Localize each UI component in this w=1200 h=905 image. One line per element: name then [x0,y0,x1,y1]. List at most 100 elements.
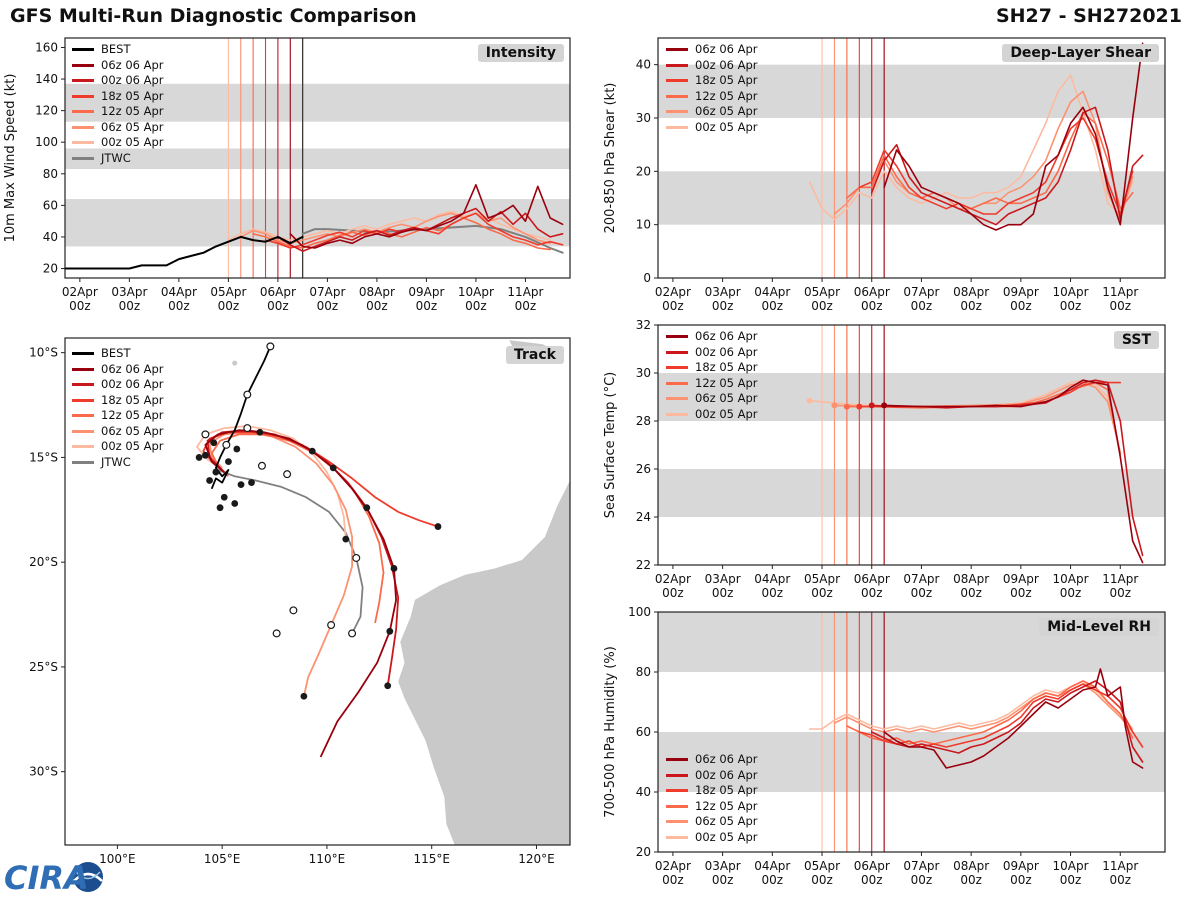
legend-swatch [666,63,688,67]
cira-logo: CIRA [2,855,122,905]
legend-label: 06z 06 Apr [695,42,758,56]
svg-text:30°S: 30°S [29,765,58,779]
svg-text:00z: 00z [762,586,784,600]
legend-label: 18z 05 Apr [101,88,164,103]
legend-item: 12z 05 Apr [666,799,758,815]
svg-text:11Apr: 11Apr [507,285,543,299]
legend-item: 00z 06 Apr [666,58,758,74]
legend-swatch [666,758,688,762]
legend-swatch [72,383,94,387]
svg-text:110°E: 110°E [309,852,346,866]
intensity-legend: BEST 06z 06 Apr 00z 06 Apr 18z 05 Apr 12z 05… [72,42,164,166]
svg-text:07Apr: 07Apr [903,285,939,299]
svg-text:10Apr: 10Apr [1053,285,1089,299]
legend-swatch [72,460,94,464]
legend-label: 12z 05 Apr [101,408,164,422]
svg-text:105°E: 105°E [204,852,241,866]
legend-swatch [72,445,94,449]
svg-text:10m Max Wind Speed (kt): 10m Max Wind Speed (kt) [3,74,18,243]
svg-text:09Apr: 09Apr [1003,285,1039,299]
svg-text:10Apr: 10Apr [458,285,494,299]
legend-item: 18z 05 Apr [72,89,164,105]
legend-swatch [666,773,688,777]
svg-text:10: 10 [636,218,651,232]
legend-label: JTWC [101,150,131,165]
svg-text:100: 100 [628,605,651,619]
svg-text:09Apr: 09Apr [408,285,444,299]
shear-chart: 01020304002Apr00z03Apr00z04Apr00z05Apr00… [603,37,1166,313]
legend-item: 06z 06 Apr [666,752,758,768]
legend-label: BEST [101,346,131,360]
rh-legend: 06z 06 Apr 00z 06 Apr 18z 05 Apr 12z 05 Apr… [666,752,758,845]
svg-text:20: 20 [636,164,651,178]
svg-text:08Apr: 08Apr [953,572,989,586]
svg-text:00z: 00z [1109,586,1131,600]
svg-text:20: 20 [43,262,58,276]
legend-swatch [666,412,688,416]
svg-text:03Apr: 03Apr [111,285,147,299]
legend-item: 06z 05 Apr [666,814,758,830]
legend-label: BEST [101,42,131,56]
svg-text:00z: 00z [662,586,684,600]
svg-text:00z: 00z [861,299,883,313]
legend-label: 06z 06 Apr [101,57,164,72]
legend-item: 12z 05 Apr [666,89,758,105]
svg-text:00z: 00z [317,299,339,313]
legend-label: 06z 06 Apr [101,361,164,376]
svg-text:09Apr: 09Apr [1003,859,1039,873]
legend-item: 12z 05 Apr [72,408,164,424]
legend-swatch [72,141,94,145]
legend-item: 00z 06 Apr [72,377,164,393]
page-title: GFS Multi-Run Diagnostic Comparison [10,5,417,27]
svg-text:00z: 00z [762,873,784,887]
legend-label: 18z 05 Apr [695,783,758,797]
svg-text:40: 40 [636,58,651,72]
legend-swatch [72,79,94,83]
svg-text:100°E: 100°E [99,852,136,866]
legend-item: 00z 05 Apr [666,830,758,846]
svg-text:04Apr: 04Apr [161,285,197,299]
svg-text:00z: 00z [712,873,734,887]
legend-swatch [72,94,94,98]
svg-text:00z: 00z [69,299,91,313]
svg-text:40: 40 [636,785,651,799]
legend-item: 12z 05 Apr [72,104,164,120]
legend-label: 12z 05 Apr [695,798,758,813]
svg-text:07Apr: 07Apr [903,859,939,873]
legend-item: 00z 05 Apr [666,407,758,423]
legend-item: 06z 06 Apr [666,329,758,345]
svg-text:26: 26 [636,462,651,476]
svg-text:00z: 00z [1109,873,1131,887]
svg-text:05Apr: 05Apr [804,859,840,873]
svg-text:15°S: 15°S [29,450,58,464]
svg-text:00z: 00z [960,873,982,887]
svg-text:20°S: 20°S [29,555,58,569]
shear-legend: 06z 06 Apr 00z 06 Apr 18z 05 Apr 12z 05 Apr… [666,42,758,135]
track-legend: BEST 06z 06 Apr 00z 06 Apr 18z 05 Apr 12z 05… [72,346,164,470]
logo-globe-swoosh2 [75,871,101,880]
intensity-title: Intensity [477,44,564,62]
legend-item: JTWC [72,151,164,167]
legend-item: 06z 05 Apr [666,391,758,407]
legend-item: 06z 05 Apr [666,104,758,120]
svg-text:00z: 00z [960,299,982,313]
legend-swatch [72,367,94,371]
legend-label: 00z 05 Apr [695,829,758,844]
svg-text:25°S: 25°S [29,660,58,674]
svg-text:200-850 hPa Shear (kt): 200-850 hPa Shear (kt) [603,83,618,234]
rh-title: Mid-Level RH [1039,618,1159,636]
rh-panel: 20 40 60 80 100 02Apr 00z 03Apr 00z 04Apr 00z 05Apr… [600,602,1200,900]
svg-text:05Apr: 05Apr [210,285,246,299]
track-map: 100°E 105°E 110°E 115°E 120°E 10°S 15°S 20°S 25°… [29,337,571,866]
svg-text:00z: 00z [1010,873,1032,887]
legend-label: 00z 05 Apr [101,439,164,453]
legend-swatch [72,63,94,67]
legend-label: 00z 05 Apr [695,119,758,134]
svg-text:00z: 00z [416,299,438,313]
svg-text:00z: 00z [515,299,537,313]
svg-text:03Apr: 03Apr [705,572,741,586]
svg-text:10Apr: 10Apr [1053,859,1089,873]
legend-label: 18z 05 Apr [695,360,758,374]
svg-text:08Apr: 08Apr [953,285,989,299]
legend-swatch [666,820,688,824]
